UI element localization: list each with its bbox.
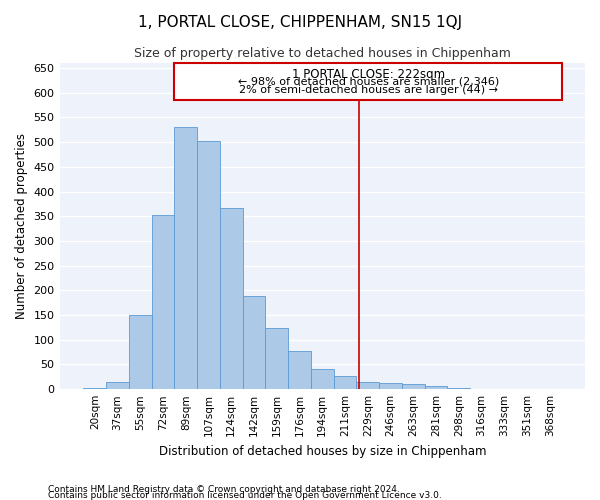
- Bar: [197, 140, 220, 389]
- Bar: [334, 376, 356, 389]
- Text: Contains HM Land Registry data © Crown copyright and database right 2024.: Contains HM Land Registry data © Crown c…: [48, 486, 400, 494]
- Bar: [288, 351, 311, 389]
- Bar: [152, 215, 175, 389]
- Bar: [425, 386, 448, 389]
- Title: Size of property relative to detached houses in Chippenham: Size of property relative to detached ho…: [134, 48, 511, 60]
- Y-axis label: Number of detached properties: Number of detached properties: [15, 133, 28, 319]
- Text: ← 98% of detached houses are smaller (2,346): ← 98% of detached houses are smaller (2,…: [238, 76, 499, 86]
- Text: 2% of semi-detached houses are larger (44) →: 2% of semi-detached houses are larger (4…: [239, 86, 498, 96]
- Bar: [448, 388, 470, 389]
- Bar: [356, 382, 379, 389]
- Bar: [175, 63, 562, 100]
- Bar: [311, 370, 334, 389]
- Bar: [175, 128, 197, 389]
- Bar: [106, 382, 129, 389]
- Text: 1 PORTAL CLOSE: 222sqm: 1 PORTAL CLOSE: 222sqm: [292, 68, 445, 80]
- Text: 1, PORTAL CLOSE, CHIPPENHAM, SN15 1QJ: 1, PORTAL CLOSE, CHIPPENHAM, SN15 1QJ: [138, 15, 462, 30]
- Bar: [379, 384, 402, 389]
- Bar: [265, 328, 288, 389]
- Bar: [83, 388, 106, 389]
- Bar: [242, 296, 265, 389]
- Text: Contains public sector information licensed under the Open Government Licence v3: Contains public sector information licen…: [48, 492, 442, 500]
- Bar: [402, 384, 425, 389]
- Bar: [220, 208, 242, 389]
- Bar: [129, 315, 152, 389]
- X-axis label: Distribution of detached houses by size in Chippenham: Distribution of detached houses by size …: [158, 444, 486, 458]
